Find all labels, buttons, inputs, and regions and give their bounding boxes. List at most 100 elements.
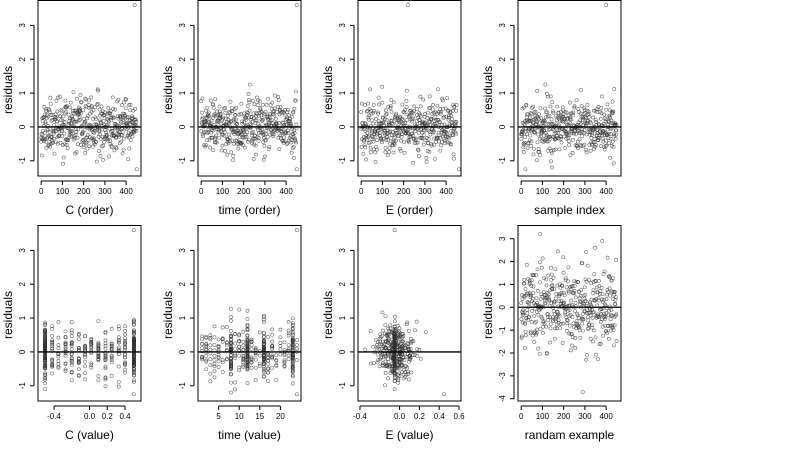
- data-point: [227, 139, 232, 144]
- data-point: [387, 146, 392, 151]
- data-point: [107, 135, 112, 140]
- data-point: [392, 375, 397, 380]
- data-point: [577, 131, 582, 136]
- data-point: [383, 345, 388, 350]
- data-point: [527, 304, 532, 309]
- y-tick-label: 1: [18, 90, 27, 95]
- data-point: [543, 106, 547, 111]
- data-point: [93, 105, 98, 110]
- data-point: [266, 147, 271, 152]
- data-point: [237, 307, 242, 312]
- y-tick-label: 0: [18, 124, 27, 129]
- data-point: [237, 333, 242, 338]
- data-point: [546, 94, 550, 99]
- data-point: [245, 336, 250, 341]
- data-point: [92, 122, 97, 127]
- data-point: [237, 345, 242, 349]
- data-point: [237, 353, 242, 358]
- data-point: [453, 130, 458, 135]
- data-point: [258, 130, 263, 135]
- data-point: [216, 344, 221, 349]
- data-point: [397, 119, 401, 124]
- data-point: [559, 283, 564, 288]
- data-point: [390, 118, 394, 123]
- data-point: [598, 319, 603, 324]
- data-point: [392, 228, 397, 232]
- data-point: [114, 131, 119, 136]
- data-point: [282, 358, 287, 363]
- data-point: [525, 132, 530, 137]
- data-point: [425, 115, 430, 120]
- data-point: [286, 130, 291, 135]
- data-point: [64, 104, 69, 109]
- data-point: [570, 315, 575, 319]
- data-point: [130, 134, 135, 139]
- data-point: [406, 377, 411, 382]
- data-point: [103, 346, 108, 351]
- data-point: [69, 363, 74, 368]
- data-point: [217, 114, 222, 119]
- data-point: [576, 107, 581, 111]
- data-point: [373, 117, 378, 121]
- data-point: [574, 279, 579, 284]
- data-point: [234, 122, 239, 127]
- data-point: [403, 369, 408, 374]
- data-point: [614, 132, 619, 137]
- data-point: [440, 96, 445, 101]
- y-tick-label: 3: [178, 23, 187, 28]
- data-point: [224, 116, 228, 121]
- data-point: [379, 136, 384, 141]
- data-point: [535, 140, 540, 145]
- data-point: [68, 105, 73, 110]
- x-tick-label: 300: [418, 187, 432, 196]
- data-point: [248, 117, 253, 122]
- data-point: [200, 356, 205, 361]
- data-point: [69, 356, 74, 360]
- data-point: [379, 138, 384, 142]
- data-point: [450, 117, 454, 122]
- data-point: [109, 342, 114, 346]
- data-point: [224, 341, 229, 346]
- data-point: [392, 344, 397, 349]
- data-point: [602, 147, 607, 152]
- data-point: [204, 343, 209, 348]
- data-point: [569, 287, 574, 291]
- data-point: [39, 132, 44, 136]
- data-point: [538, 297, 543, 302]
- data-point: [79, 100, 83, 104]
- data-point: [91, 108, 96, 113]
- data-point: [253, 118, 258, 123]
- data-point: [131, 361, 136, 366]
- y-axis-title: residuals: [161, 291, 175, 339]
- data-point: [421, 132, 426, 137]
- data-point: [611, 297, 615, 301]
- data-point: [220, 143, 225, 148]
- data-point: [527, 315, 531, 320]
- data-point: [205, 114, 210, 119]
- data-point: [415, 353, 420, 358]
- data-point: [219, 148, 224, 153]
- data-point: [70, 129, 74, 134]
- data-point: [404, 88, 409, 93]
- data-point: [77, 115, 82, 120]
- points-group: [199, 3, 299, 172]
- data-point: [127, 146, 132, 151]
- data-point: [213, 135, 218, 140]
- data-point: [134, 129, 139, 133]
- data-point: [274, 116, 278, 121]
- data-point: [249, 115, 254, 120]
- data-point: [133, 118, 138, 122]
- data-point: [386, 336, 391, 341]
- data-point: [122, 100, 126, 105]
- data-point: [96, 378, 101, 383]
- data-point: [378, 342, 383, 347]
- data-point: [258, 106, 263, 111]
- data-point: [102, 136, 107, 141]
- data-point: [123, 342, 127, 347]
- data-point: [241, 365, 246, 369]
- data-point: [49, 135, 54, 139]
- data-point: [125, 115, 129, 120]
- data-point: [200, 337, 205, 342]
- y-axis-title: residuals: [481, 291, 495, 339]
- data-point: [383, 354, 388, 359]
